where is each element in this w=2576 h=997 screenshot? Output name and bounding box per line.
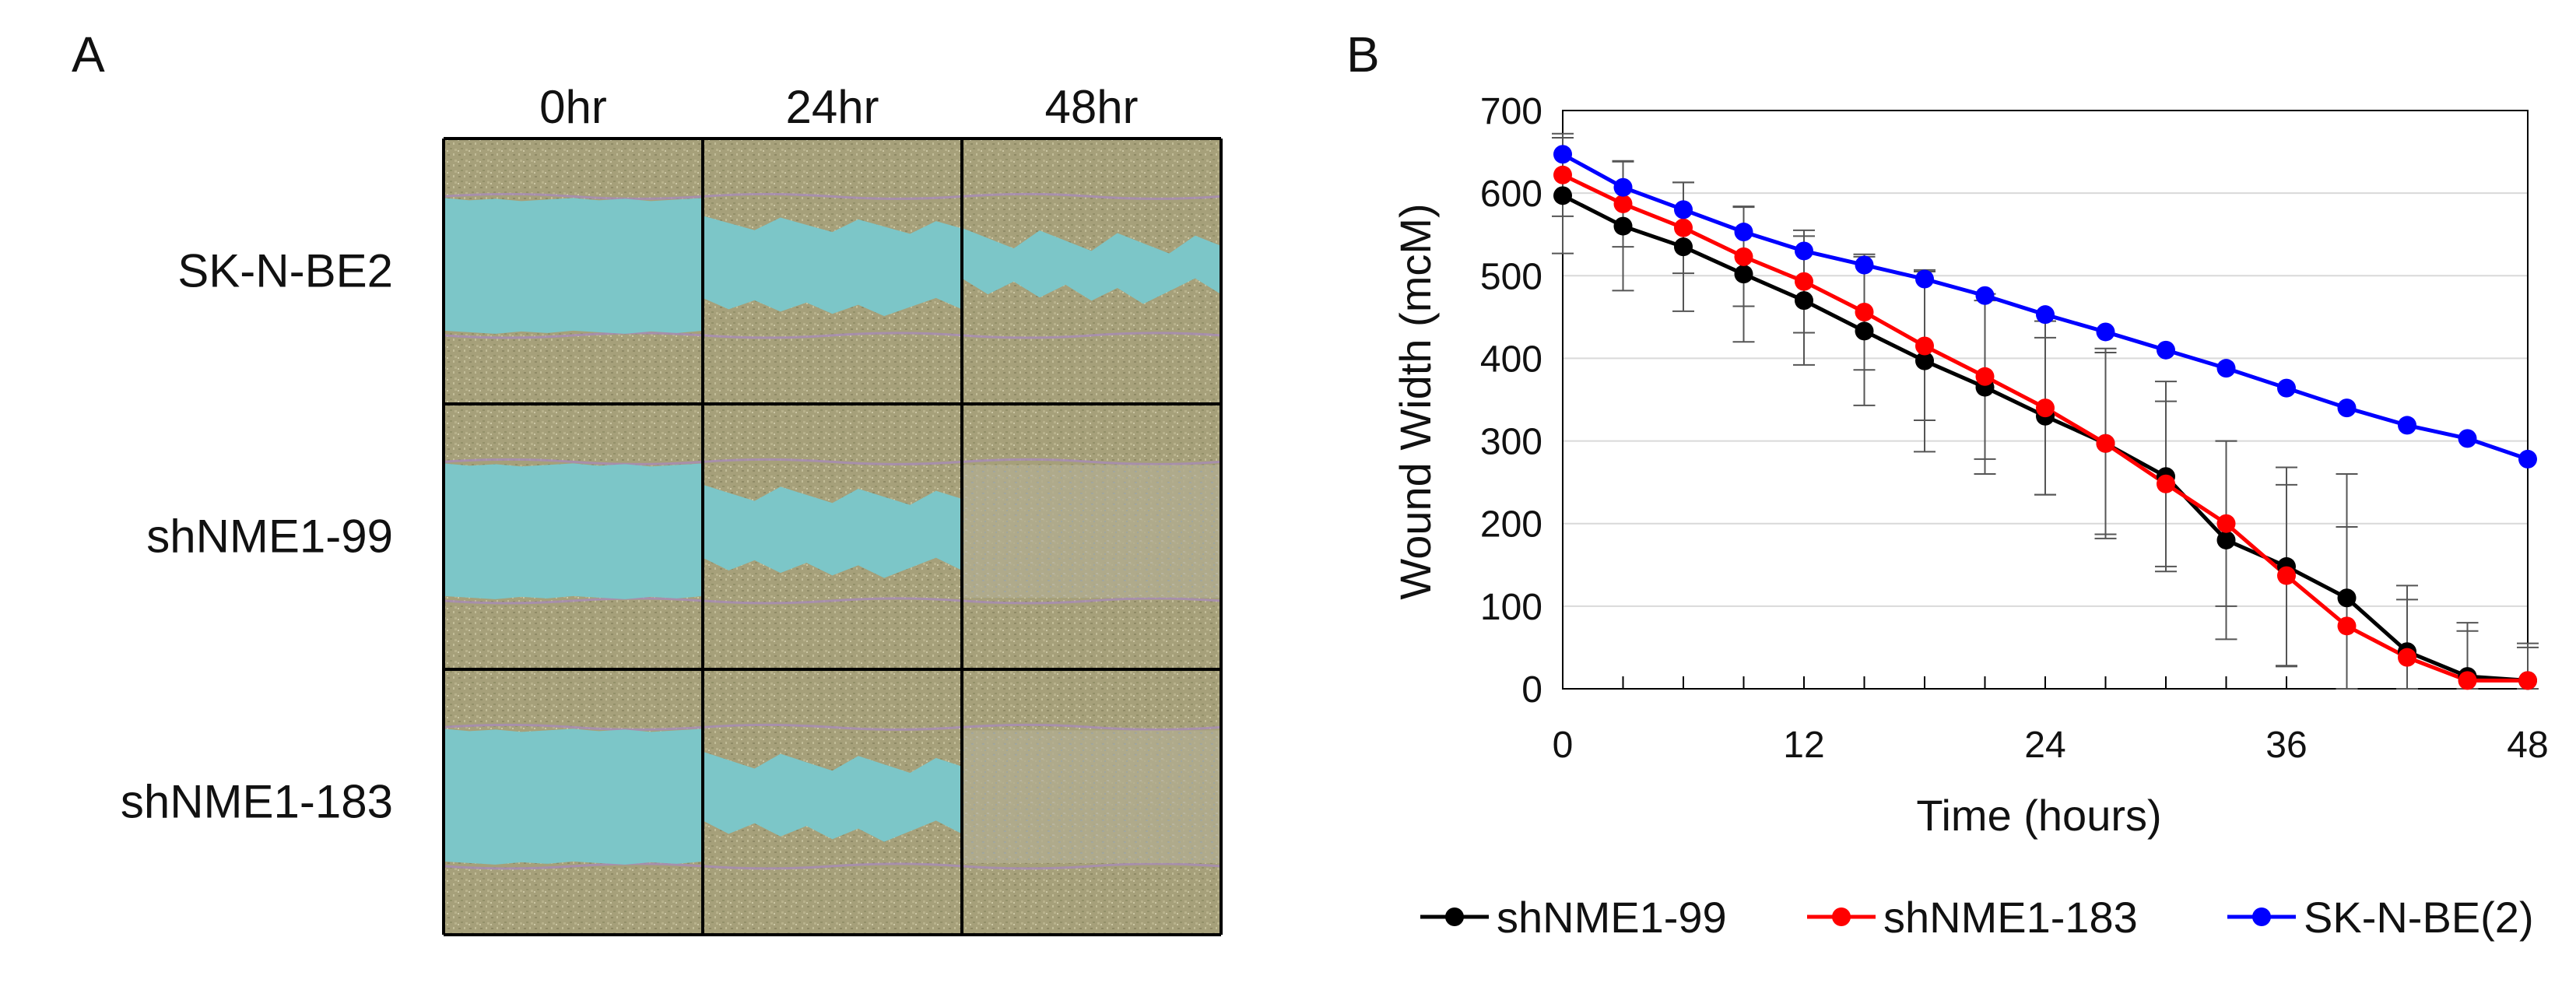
data-point-sk-n-be-2: [1553, 145, 1572, 164]
legend-item-sk-n-be-2: SK-N-BE(2): [2227, 893, 2534, 942]
y-tick-label: 500: [1480, 256, 1542, 297]
data-point-shnme1-183: [2036, 398, 2055, 418]
series-points: [1553, 145, 2537, 690]
data-point-shnme1-99: [1855, 321, 1874, 341]
data-point-shnme1-183: [2096, 434, 2115, 453]
column-label-48hr: 48hr: [1044, 81, 1138, 133]
micrograph-tile: [443, 669, 704, 935]
x-tick-label: 12: [1783, 725, 1824, 766]
x-axis-ticks: [1622, 676, 2469, 689]
row-label-sk-n-be2: SK-N-BE2: [177, 245, 393, 297]
data-point-sk-n-be-2: [2458, 429, 2477, 448]
data-point-shnme1-183: [1795, 272, 1813, 291]
data-point-shnme1-99: [2337, 588, 2357, 608]
data-point-sk-n-be-2: [1674, 200, 1693, 219]
legend-swatch-marker: [2252, 907, 2271, 926]
legend-label: shNME1-99: [1497, 893, 1727, 942]
data-point-sk-n-be-2: [2398, 416, 2416, 435]
data-point-shnme1-99: [1674, 237, 1693, 257]
data-point-sk-n-be-2: [2337, 398, 2357, 418]
y-axis-tick-labels: 0 100 200 300 400 500 600 700: [1480, 91, 1542, 711]
data-point-shnme1-183: [2518, 671, 2537, 690]
data-point-shnme1-183: [2216, 514, 2236, 533]
data-point-sk-n-be-2: [1855, 255, 1874, 275]
data-point-shnme1-183: [1915, 336, 1934, 356]
y-tick-label: 100: [1480, 587, 1542, 628]
data-point-sk-n-be-2: [1915, 269, 1934, 289]
data-point-shnme1-183: [2337, 616, 2357, 636]
micrograph-tile: [443, 404, 704, 669]
legend-label: shNME1-183: [1883, 893, 2138, 942]
data-point-sk-n-be-2: [2216, 359, 2236, 378]
legend-item-shnme1-99: shNME1-99: [1420, 893, 1727, 942]
micrograph-tile: [961, 404, 1222, 669]
micrograph-tile: [702, 669, 963, 935]
micrograph-grid: [442, 137, 1223, 936]
panel-b: B 0 100 200 300 400 500 600 700 0 12 24 36 48 Time …: [1346, 26, 2549, 942]
x-axis-tick-labels: 0 12 24 36 48: [1553, 725, 2549, 766]
y-tick-label: 700: [1480, 91, 1542, 132]
data-point-sk-n-be-2: [1734, 223, 1753, 242]
legend-item-shnme1-183: shNME1-183: [1807, 893, 2138, 942]
data-point-shnme1-99: [1613, 216, 1633, 236]
x-tick-label: 24: [2024, 725, 2065, 766]
y-tick-label: 200: [1480, 504, 1542, 546]
y-tick-label: 400: [1480, 339, 1542, 380]
data-point-shnme1-183: [1855, 302, 1874, 321]
micrograph-tile: [961, 139, 1222, 404]
data-point-shnme1-183: [2157, 474, 2175, 493]
error-bar-shnme1-183: [2336, 525, 2358, 690]
data-point-sk-n-be-2: [1795, 241, 1813, 261]
micrograph-tile: [443, 139, 704, 404]
data-point-shnme1-183: [2277, 566, 2296, 585]
data-point-shnme1-183: [1975, 367, 1995, 386]
micrograph-column-labels: 0hr 24hr 48hr: [539, 81, 1138, 133]
data-point-sk-n-be-2: [2157, 340, 2175, 360]
y-tick-label: 300: [1480, 422, 1542, 463]
row-label-shnme1-183: shNME1-183: [121, 776, 393, 828]
x-tick-label: 0: [1553, 725, 1574, 766]
data-point-shnme1-183: [1674, 218, 1693, 237]
micrograph-tile: [702, 404, 963, 669]
legend-swatch-marker: [1832, 907, 1851, 926]
data-point-sk-n-be-2: [2277, 378, 2296, 398]
data-point-shnme1-183: [1734, 247, 1753, 266]
row-label-shnme1-99: shNME1-99: [146, 511, 393, 563]
micrograph-row-labels: SK-N-BE2 shNME1-99 shNME1-183: [121, 245, 393, 828]
panel-a-letter: A: [72, 26, 105, 82]
micrograph-tile: [702, 139, 963, 404]
data-point-shnme1-183: [2458, 671, 2477, 690]
data-point-shnme1-99: [2216, 530, 2236, 549]
data-point-shnme1-99: [1915, 351, 1934, 370]
data-point-sk-n-be-2: [1975, 286, 1995, 305]
column-label-24hr: 24hr: [785, 81, 879, 133]
legend-label: SK-N-BE(2): [2304, 893, 2534, 942]
micrograph-tile: [961, 669, 1222, 935]
column-label-0hr: 0hr: [539, 81, 607, 133]
legend-swatch-marker: [1445, 907, 1464, 926]
data-point-shnme1-99: [1734, 265, 1753, 284]
data-point-shnme1-99: [1795, 291, 1813, 311]
legend: shNME1-99 shNME1-183 SK-N-BE(2): [1420, 893, 2534, 942]
data-point-shnme1-99: [1553, 186, 1572, 205]
data-point-sk-n-be-2: [1613, 177, 1633, 197]
y-tick-label: 0: [1521, 669, 1542, 711]
x-tick-label: 36: [2265, 725, 2307, 766]
y-axis-title: Wound Width (mcM): [1391, 203, 1440, 599]
data-point-shnme1-183: [1613, 194, 1633, 213]
panel-a: A 0hr 24hr 48hr SK-N-BE2 shNME1-99 shNME1-18…: [72, 26, 1223, 936]
data-point-sk-n-be-2: [2518, 449, 2537, 469]
data-point-sk-n-be-2: [2096, 322, 2115, 342]
y-tick-label: 600: [1480, 174, 1542, 215]
data-point-sk-n-be-2: [2036, 305, 2055, 325]
x-axis-title: Time (hours): [1916, 791, 2161, 840]
data-point-shnme1-183: [2398, 648, 2416, 667]
x-tick-label: 48: [2507, 725, 2548, 766]
panel-b-letter: B: [1346, 26, 1380, 82]
data-point-shnme1-183: [1553, 165, 1572, 184]
